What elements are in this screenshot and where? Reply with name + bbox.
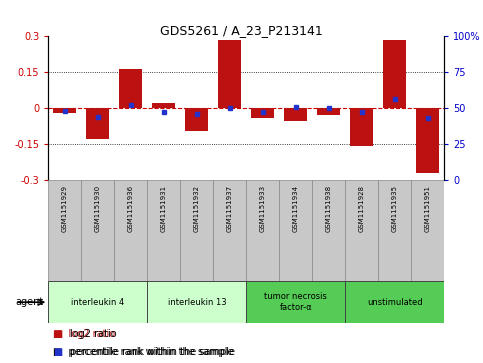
Text: interleukin 4: interleukin 4 [71, 298, 125, 307]
Text: GSM1151931: GSM1151931 [161, 185, 167, 232]
Text: GSM1151936: GSM1151936 [128, 185, 134, 232]
Bar [246, 180, 279, 281]
Text: GSM1151932: GSM1151932 [194, 185, 200, 232]
Text: GSM1151935: GSM1151935 [392, 185, 398, 232]
Text: GSM1151934: GSM1151934 [293, 185, 299, 232]
Bar [86, 108, 109, 139]
Bar [147, 180, 180, 281]
Bar [345, 180, 378, 281]
Bar [185, 108, 208, 131]
Text: GSM1151930: GSM1151930 [95, 185, 101, 232]
Text: GSM1151928: GSM1151928 [359, 185, 365, 232]
Text: GSM1151929: GSM1151929 [62, 185, 68, 232]
Text: GSM1151937: GSM1151937 [227, 185, 233, 232]
Bar [279, 180, 313, 281]
Text: unstimulated: unstimulated [367, 298, 423, 307]
Bar [246, 281, 345, 323]
Bar [180, 180, 213, 281]
Bar [53, 108, 76, 113]
Text: GDS5261 / A_23_P213141: GDS5261 / A_23_P213141 [160, 24, 323, 37]
Text: GSM1151951: GSM1151951 [425, 185, 431, 232]
Text: tumor necrosis
factor-α: tumor necrosis factor-α [264, 293, 327, 312]
Text: GSM1151933: GSM1151933 [260, 185, 266, 232]
Bar [313, 180, 345, 281]
Bar [378, 180, 412, 281]
Text: agent: agent [15, 297, 43, 307]
Bar [218, 40, 242, 108]
Text: ■  log2 ratio: ■ log2 ratio [53, 329, 115, 339]
Bar [412, 180, 444, 281]
Bar [284, 108, 307, 121]
Text: GSM1151938: GSM1151938 [326, 185, 332, 232]
Bar [152, 103, 175, 108]
Text: interleukin 13: interleukin 13 [168, 298, 226, 307]
Text: ■: ■ [53, 329, 62, 339]
Bar [48, 180, 81, 281]
Bar [81, 180, 114, 281]
Bar [119, 69, 142, 108]
Text: log2 ratio: log2 ratio [70, 329, 117, 339]
Text: ■  percentile rank within the sample: ■ percentile rank within the sample [53, 347, 234, 357]
Bar [384, 40, 406, 108]
Bar [416, 108, 440, 172]
Text: percentile rank within the sample: percentile rank within the sample [70, 347, 235, 357]
Bar [48, 281, 147, 323]
Bar [350, 108, 373, 146]
Bar [147, 281, 246, 323]
Bar [251, 108, 274, 118]
Bar [345, 281, 444, 323]
Bar [213, 180, 246, 281]
Text: ■: ■ [53, 347, 62, 357]
Bar [114, 180, 147, 281]
Bar [317, 108, 341, 115]
